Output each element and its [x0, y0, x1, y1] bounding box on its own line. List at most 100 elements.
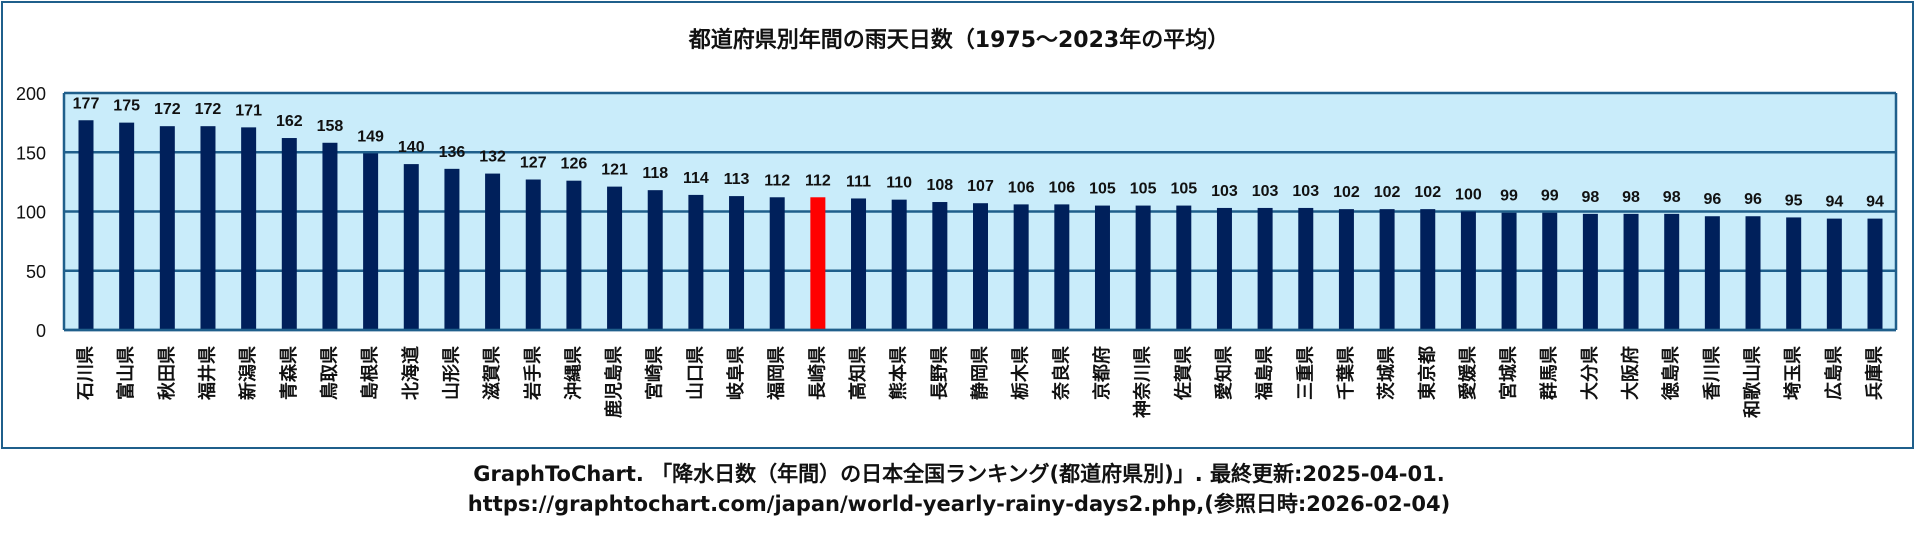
data-label: 113 — [724, 171, 750, 188]
bar — [1379, 209, 1395, 330]
bar — [729, 196, 745, 330]
data-label: 126 — [561, 156, 588, 173]
data-label: 103 — [1252, 183, 1279, 200]
y-tick-label: 0 — [36, 321, 46, 341]
data-label: 98 — [1581, 189, 1599, 206]
bar — [1542, 212, 1558, 330]
bar — [1298, 207, 1314, 330]
x-tick-label: 宮城県 — [1498, 346, 1520, 400]
source-url: https://graphtochart.com/japan/world-yea… — [467, 492, 1451, 516]
x-tick-label: 宮崎県 — [644, 346, 666, 400]
bar — [1704, 216, 1720, 330]
data-label: 175 — [113, 98, 140, 115]
x-tick-label: 沖縄県 — [562, 346, 584, 400]
data-label: 112 — [805, 172, 831, 189]
bar — [607, 186, 623, 330]
bar — [241, 127, 257, 331]
data-label: 172 — [154, 101, 181, 118]
bar — [1135, 205, 1151, 330]
data-label: 118 — [642, 165, 668, 182]
bar — [159, 126, 175, 331]
x-tick-label: 福島県 — [1254, 346, 1276, 401]
data-label: 127 — [520, 155, 547, 172]
bar — [119, 122, 135, 330]
chart-title: 都道府県別年間の雨天日数（1975～2023年の平均） — [688, 28, 1230, 53]
bar — [810, 197, 826, 330]
x-tick-label: 青森県 — [278, 346, 300, 400]
data-label: 105 — [1089, 181, 1116, 198]
x-tick-label: 愛媛県 — [1457, 346, 1479, 400]
bar — [1826, 218, 1842, 330]
x-tick-label: 長崎県 — [806, 346, 828, 400]
data-label: 140 — [398, 139, 425, 156]
y-tick-label: 200 — [16, 84, 46, 104]
data-label: 96 — [1703, 191, 1721, 208]
bar — [403, 164, 419, 330]
data-label: 112 — [764, 172, 790, 189]
x-tick-label: 山口県 — [685, 346, 706, 400]
bar — [78, 120, 94, 330]
bar — [1664, 213, 1680, 330]
bar — [769, 197, 785, 330]
y-tick-label: 150 — [16, 143, 46, 163]
x-tick-label: 兵庫県 — [1864, 346, 1886, 400]
x-tick-label: 奈良県 — [1050, 346, 1072, 401]
x-tick-label: 広島県 — [1823, 346, 1845, 400]
bar — [1786, 217, 1802, 330]
chart-frame — [1, 1, 1914, 449]
x-tick-label: 群馬県 — [1538, 346, 1560, 400]
y-tick-label: 100 — [16, 203, 46, 223]
x-tick-label: 徳島県 — [1660, 346, 1682, 401]
data-label: 100 — [1455, 187, 1482, 204]
data-label: 177 — [73, 95, 100, 112]
data-label: 103 — [1292, 183, 1319, 200]
data-label: 106 — [1008, 179, 1035, 196]
x-tick-label: 京都府 — [1091, 346, 1113, 400]
data-label: 98 — [1663, 189, 1681, 206]
bar — [647, 190, 663, 330]
x-tick-label: 高知県 — [847, 346, 869, 400]
bar — [1867, 218, 1883, 330]
data-label: 149 — [357, 128, 384, 145]
data-label: 171 — [235, 102, 262, 119]
bar — [688, 194, 704, 330]
bar — [444, 168, 460, 330]
bar — [525, 179, 541, 330]
x-tick-label: 島根県 — [359, 346, 381, 400]
bar — [891, 199, 907, 330]
bar — [851, 198, 867, 330]
data-label: 102 — [1333, 184, 1360, 201]
data-label: 108 — [926, 177, 953, 194]
data-label: 158 — [317, 118, 344, 135]
bar — [1501, 212, 1517, 330]
bar — [1216, 207, 1232, 330]
x-tick-label: 埼玉県 — [1782, 346, 1804, 400]
x-tick-label: 鹿児島県 — [603, 346, 625, 418]
data-label: 99 — [1500, 188, 1518, 205]
x-tick-label: 福岡県 — [766, 346, 788, 401]
data-label: 136 — [439, 144, 466, 161]
bar — [1582, 213, 1598, 330]
data-label: 94 — [1866, 194, 1884, 211]
data-label: 102 — [1414, 184, 1441, 201]
bar — [1460, 211, 1476, 330]
x-tick-label: 静岡県 — [969, 346, 991, 400]
data-label: 105 — [1170, 181, 1197, 198]
x-tick-label: 神奈川県 — [1132, 346, 1154, 418]
x-tick-label: 山形県 — [441, 346, 462, 400]
x-tick-label: 和歌山県 — [1742, 346, 1764, 418]
x-tick-label: 秋田県 — [156, 346, 178, 400]
x-tick-label: 大分県 — [1579, 346, 1601, 400]
x-tick-label: 石川県 — [76, 346, 97, 401]
x-tick-label: 岩手県 — [522, 346, 544, 401]
data-label: 114 — [683, 170, 709, 187]
bar — [363, 153, 379, 330]
data-label: 105 — [1130, 181, 1157, 198]
bar — [1338, 209, 1354, 330]
x-tick-label: 愛知県 — [1213, 346, 1235, 400]
bar — [322, 142, 338, 330]
data-label: 106 — [1048, 179, 1075, 196]
data-label: 107 — [967, 178, 994, 195]
x-tick-label: 三重県 — [1294, 346, 1316, 400]
